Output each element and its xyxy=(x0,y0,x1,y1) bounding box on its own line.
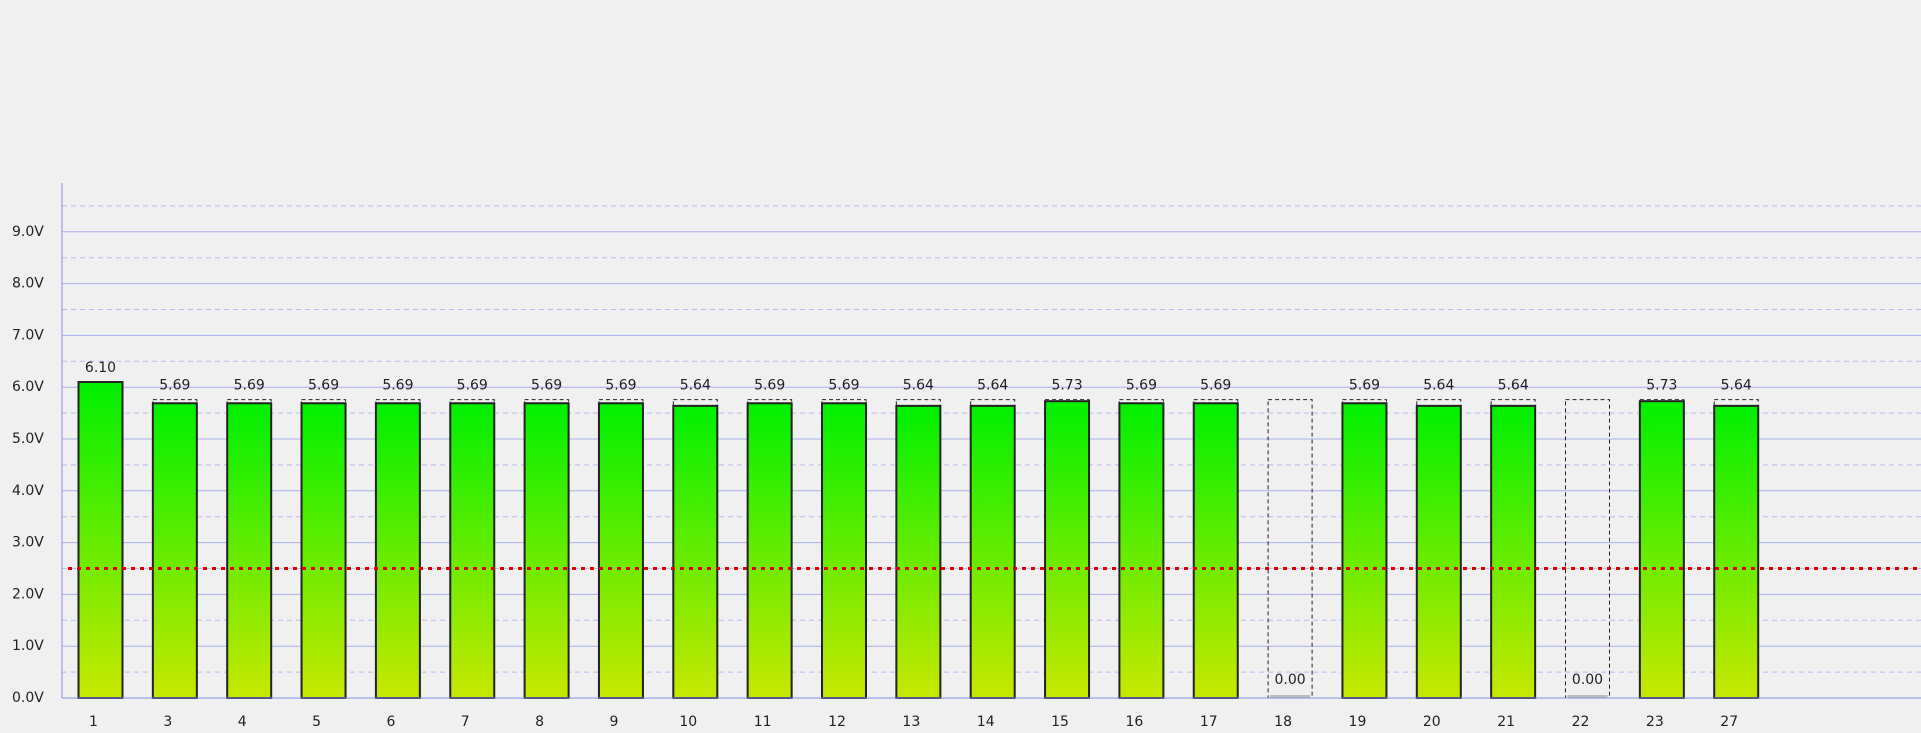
value-label: 5.64 xyxy=(680,378,711,394)
value-label: 5.73 xyxy=(1646,378,1677,394)
x-tick-label: 8 xyxy=(535,714,544,730)
value-label: 5.69 xyxy=(1200,378,1231,394)
value-label: 5.64 xyxy=(1721,378,1752,394)
y-tick-label: 3.0V xyxy=(12,535,44,551)
bar xyxy=(374,402,421,699)
x-tick-label: 5 xyxy=(312,714,321,730)
x-tick-label: 16 xyxy=(1125,714,1143,730)
x-tick-label: 20 xyxy=(1423,714,1441,730)
y-tick-label: 2.0V xyxy=(12,586,44,602)
x-tick-label: 6 xyxy=(386,714,395,730)
value-label: 5.69 xyxy=(828,378,859,394)
value-label: 5.69 xyxy=(159,378,190,394)
value-label: 5.69 xyxy=(234,378,265,394)
bar xyxy=(969,404,1016,699)
bar xyxy=(1192,402,1239,699)
value-label: 5.69 xyxy=(605,378,636,394)
x-tick-label: 12 xyxy=(828,714,846,730)
value-label: 5.64 xyxy=(1498,378,1529,394)
x-tick-label: 15 xyxy=(1051,714,1069,730)
bar xyxy=(746,402,793,699)
bar xyxy=(672,404,719,699)
x-tick-label: 1 xyxy=(89,714,98,730)
value-label: 5.69 xyxy=(1349,378,1380,394)
value-label: 5.73 xyxy=(1051,378,1082,394)
value-label: 5.69 xyxy=(457,378,488,394)
x-tick-label: 27 xyxy=(1720,714,1738,730)
y-tick-label: 0.0V xyxy=(12,690,44,706)
y-tick-label: 7.0V xyxy=(12,327,44,343)
x-tick-label: 23 xyxy=(1646,714,1664,730)
value-label: 5.69 xyxy=(1126,378,1157,394)
x-tick-label: 7 xyxy=(461,714,470,730)
y-tick-label: 4.0V xyxy=(12,483,44,499)
bar xyxy=(151,402,198,699)
x-tick-label: 13 xyxy=(902,714,920,730)
x-tick-label: 14 xyxy=(977,714,995,730)
value-label: 5.64 xyxy=(903,378,934,394)
value-label: 0.00 xyxy=(1275,672,1306,688)
value-label: 5.69 xyxy=(754,378,785,394)
bar xyxy=(1490,404,1537,699)
value-label: 5.64 xyxy=(1423,378,1454,394)
y-tick-label: 9.0V xyxy=(12,224,44,240)
bar xyxy=(1638,400,1685,699)
x-tick-label: 3 xyxy=(163,714,172,730)
bar xyxy=(300,402,347,699)
value-label: 5.69 xyxy=(531,378,562,394)
x-tick-label: 18 xyxy=(1274,714,1292,730)
bar xyxy=(523,402,570,699)
value-label: 0.00 xyxy=(1572,672,1603,688)
value-label: 5.69 xyxy=(382,378,413,394)
x-tick-label: 17 xyxy=(1200,714,1218,730)
bar xyxy=(821,402,867,699)
x-tick-label: 4 xyxy=(238,714,247,730)
x-tick-label: 9 xyxy=(609,714,618,730)
x-tick-label: 22 xyxy=(1572,714,1590,730)
bar xyxy=(1415,404,1462,699)
x-tick-label: 10 xyxy=(679,714,697,730)
bar xyxy=(1044,400,1091,699)
x-tick-label: 19 xyxy=(1349,714,1367,730)
y-tick-label: 5.0V xyxy=(12,431,44,447)
bar xyxy=(1713,404,1760,699)
value-label: 5.69 xyxy=(308,378,339,394)
bar xyxy=(449,402,496,699)
y-tick-label: 6.0V xyxy=(12,379,44,395)
bar xyxy=(226,402,273,699)
value-label: 5.64 xyxy=(977,378,1008,394)
x-tick-label: 21 xyxy=(1497,714,1515,730)
bar xyxy=(1118,402,1165,699)
value-label: 6.10 xyxy=(85,360,116,376)
bar xyxy=(597,402,644,699)
x-tick-label: 11 xyxy=(754,714,772,730)
bar xyxy=(1270,695,1311,698)
bar xyxy=(1341,402,1388,699)
bar xyxy=(1567,695,1608,698)
bar xyxy=(77,381,124,699)
bar xyxy=(895,404,942,699)
y-tick-label: 1.0V xyxy=(12,638,44,654)
y-tick-label: 8.0V xyxy=(12,276,44,292)
